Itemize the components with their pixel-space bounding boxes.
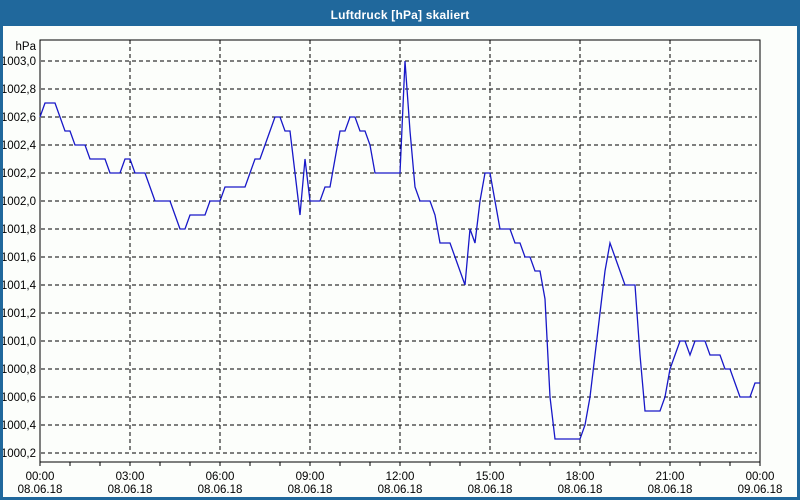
x-axis-tick-date: 08.06.18 <box>108 484 153 496</box>
pressure-series-line <box>39 60 760 440</box>
y-axis-tick-label: 1000,4 <box>3 420 37 432</box>
x-axis-tick-date: 08.06.18 <box>468 484 513 496</box>
x-axis-tick-time: 06:00 <box>206 471 235 483</box>
x-axis-tick-time: 03:00 <box>116 471 145 483</box>
x-axis-tick-time: 00:00 <box>746 471 775 483</box>
x-axis-tick-time: 00:00 <box>26 471 55 483</box>
x-axis-tick-date: 08.06.18 <box>648 484 693 496</box>
x-axis-tick-date: 08.06.18 <box>18 484 63 496</box>
x-axis-tick-time: 12:00 <box>386 471 415 483</box>
x-axis-tick-date: 09.06.18 <box>738 484 783 496</box>
x-axis-tick-date: 08.06.18 <box>288 484 333 496</box>
chart-area: 1003,0 1002,8 1002,6 1002,4 1002,2 1002,0 1001… <box>3 26 797 497</box>
window-title: Luftdruck [hPa] skaliert <box>330 7 470 22</box>
x-axis-tick-date: 08.06.18 <box>558 484 603 496</box>
y-axis-tick-label: 1002,8 <box>3 84 36 96</box>
x-axis-tick-date: 08.06.18 <box>378 484 423 496</box>
y-axis-tick-label: 1002,4 <box>3 140 37 152</box>
x-axis-tick-time: 18:00 <box>566 471 595 483</box>
pressure-line-chart: 1003,0 1002,8 1002,6 1002,4 1002,2 1002,0 1001… <box>3 39 783 496</box>
y-axis-tick-label: 1000,8 <box>3 364 36 376</box>
y-axis-tick-label: 1002,2 <box>3 168 36 180</box>
y-axis-tick-label: 1001,0 <box>3 336 36 348</box>
y-axis-tick-label: 1000,2 <box>3 448 36 460</box>
y-axis-tick-label: 1003,0 <box>3 56 36 68</box>
window-titlebar: Luftdruck [hPa] skaliert <box>3 3 797 26</box>
y-axis-tick-label: 1001,4 <box>3 280 37 292</box>
x-axis-tick-time: 09:00 <box>296 471 325 483</box>
y-axis-tick-label: 1001,8 <box>3 224 36 236</box>
y-axis-unit-label: hPa <box>16 41 37 53</box>
y-axis-tick-label: 1002,0 <box>3 196 36 208</box>
y-axis-tick-label: 1001,6 <box>3 252 36 264</box>
y-axis-tick-label: 1002,6 <box>3 112 36 124</box>
x-axis-tick-time: 15:00 <box>476 471 505 483</box>
x-axis-tick-time: 21:00 <box>656 471 685 483</box>
y-axis-tick-label: 1001,2 <box>3 308 36 320</box>
y-axis-tick-label: 1000,6 <box>3 392 36 404</box>
x-axis-tick-date: 08.06.18 <box>198 484 243 496</box>
